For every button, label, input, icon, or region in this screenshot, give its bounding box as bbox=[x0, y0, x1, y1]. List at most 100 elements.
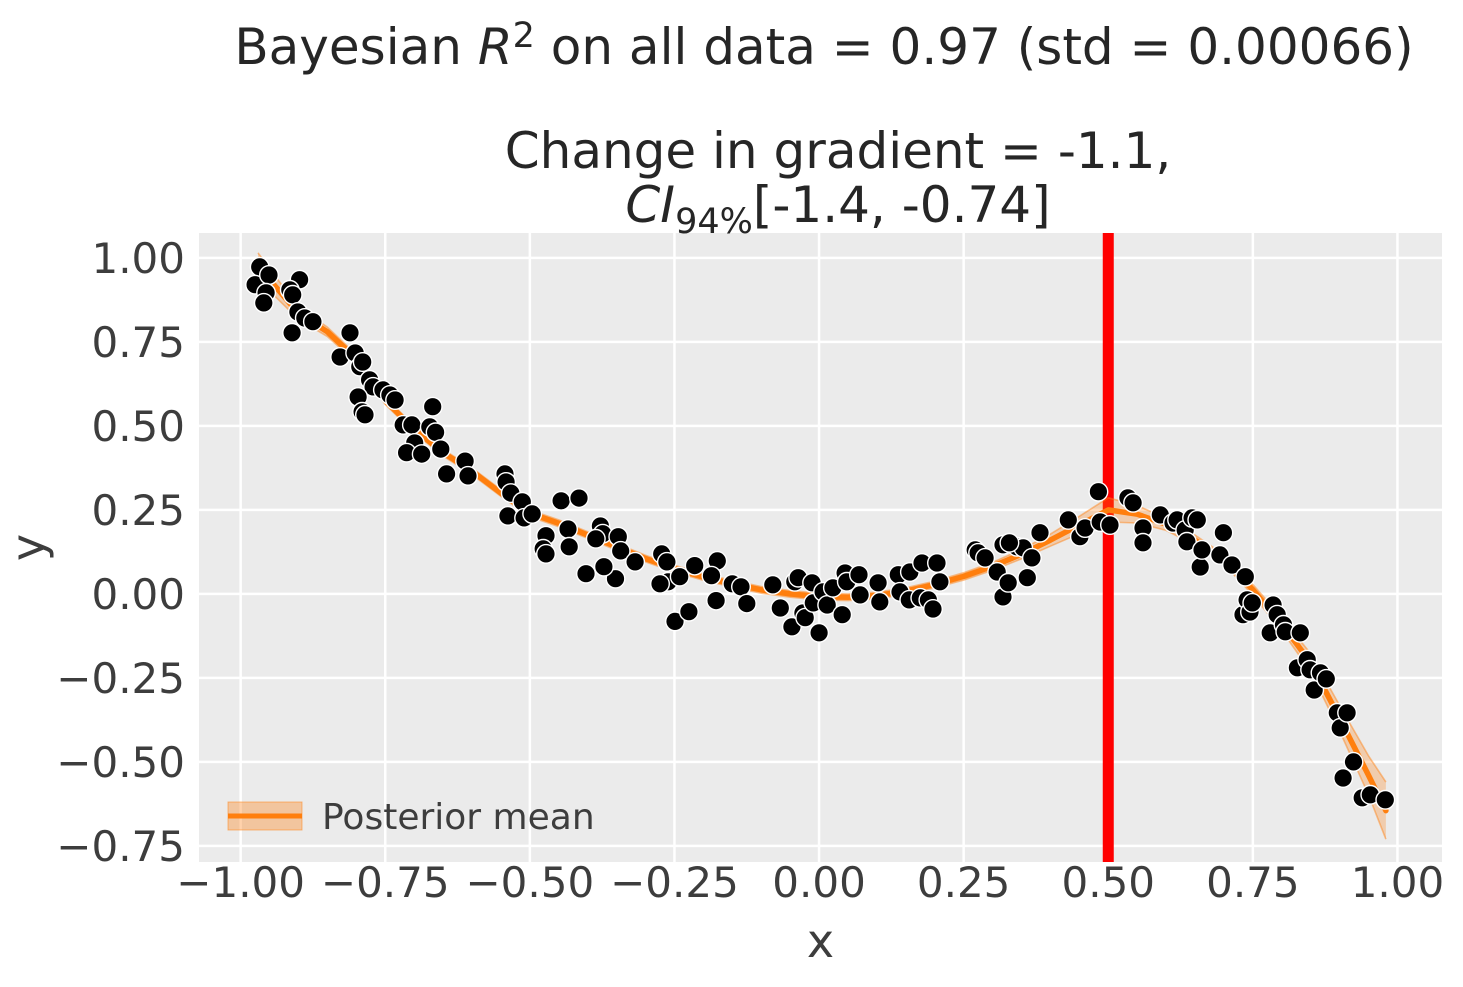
legend: Posterior mean bbox=[227, 797, 595, 838]
y-tick-label: 0.00 bbox=[91, 570, 185, 619]
scatter-point bbox=[340, 322, 361, 343]
scatter-point bbox=[869, 591, 890, 612]
scatter-point bbox=[669, 566, 690, 587]
scatter-point bbox=[1099, 515, 1120, 536]
scatter-point bbox=[625, 551, 646, 572]
scatter-point bbox=[1088, 481, 1109, 502]
scatter-point bbox=[706, 590, 727, 611]
scatter-point bbox=[650, 573, 671, 594]
y-tick-label: −0.25 bbox=[56, 654, 185, 703]
scatter-point bbox=[809, 622, 830, 643]
x-tick-label: 0.00 bbox=[772, 858, 866, 907]
scatter-point bbox=[576, 563, 597, 584]
scatter-point bbox=[731, 576, 752, 597]
scatter-point bbox=[999, 532, 1020, 553]
scatter-point bbox=[401, 414, 422, 435]
scatter-point bbox=[1343, 751, 1364, 772]
scatter-point bbox=[425, 422, 446, 443]
scatter-point bbox=[1316, 668, 1337, 689]
x-tick-label: −0.50 bbox=[465, 858, 594, 907]
scatter-point bbox=[593, 556, 614, 577]
scatter-point bbox=[585, 528, 606, 549]
scatter-point bbox=[1132, 532, 1153, 553]
plot-background bbox=[199, 233, 1442, 862]
legend-label: Posterior mean bbox=[322, 797, 595, 838]
scatter-point bbox=[458, 465, 479, 486]
scatter-point bbox=[536, 543, 557, 564]
scatter-point bbox=[929, 571, 950, 592]
scatter-point bbox=[850, 584, 871, 605]
scatter-point bbox=[436, 463, 457, 484]
scatter-point bbox=[1333, 768, 1354, 789]
scatter-point bbox=[1123, 492, 1144, 513]
scatter-point bbox=[832, 604, 853, 625]
scatter-point bbox=[1242, 592, 1263, 613]
x-tick-label: 0.25 bbox=[917, 858, 1011, 907]
scatter-point bbox=[770, 598, 791, 619]
scatter-point bbox=[656, 551, 677, 572]
chart-subtitle-line1: Change in gradient = -1.1, bbox=[505, 122, 1172, 180]
scatter-point bbox=[282, 322, 303, 343]
scatter-point bbox=[975, 547, 996, 568]
x-tick-label: 0.75 bbox=[1206, 858, 1300, 907]
scatter-point bbox=[551, 490, 572, 511]
scatter-point bbox=[610, 540, 631, 561]
scatter-point bbox=[282, 284, 303, 305]
x-tick-label: −0.75 bbox=[321, 858, 450, 907]
scatter-point bbox=[665, 611, 686, 632]
scatter-point bbox=[1290, 622, 1311, 643]
x-tick-label: −1.00 bbox=[176, 858, 305, 907]
scatter-point bbox=[849, 564, 870, 585]
scatter-point bbox=[559, 536, 580, 557]
scatter-point bbox=[1375, 789, 1396, 810]
scatter-point bbox=[522, 503, 543, 524]
y-tick-label: −0.75 bbox=[56, 822, 185, 871]
scatter-point bbox=[678, 601, 699, 622]
scatter-points bbox=[245, 256, 1396, 810]
x-tick-label: −0.25 bbox=[610, 858, 739, 907]
scatter-point bbox=[352, 352, 373, 373]
y-tick-label: 0.75 bbox=[91, 318, 185, 367]
scatter-point bbox=[1190, 557, 1211, 578]
scatter-point bbox=[923, 599, 944, 620]
y-axis-label: y bbox=[1, 534, 55, 561]
y-tick-label: −0.50 bbox=[56, 738, 185, 787]
chart-subtitle-line2: CI94%​[-1.4, -0.74] bbox=[625, 176, 1050, 242]
scatter-point bbox=[1021, 547, 1042, 568]
scatter-point bbox=[684, 555, 705, 576]
scatter-point bbox=[998, 572, 1019, 593]
y-tick-label: 0.50 bbox=[91, 402, 185, 451]
scatter-point bbox=[927, 553, 948, 574]
x-tick-label: 0.50 bbox=[1062, 858, 1156, 907]
scatter-point bbox=[868, 572, 889, 593]
scatter-point bbox=[1187, 509, 1208, 530]
scatter-point bbox=[605, 568, 626, 589]
y-tick-label: 1.00 bbox=[91, 234, 185, 283]
scatter-point bbox=[1221, 555, 1242, 576]
scatter-point bbox=[422, 396, 443, 417]
x-axis-label: x bbox=[807, 914, 834, 968]
scatter-point bbox=[569, 488, 590, 509]
scatter-point bbox=[1058, 509, 1079, 530]
scatter-point bbox=[762, 574, 783, 595]
scatter-point bbox=[558, 519, 579, 540]
scatter-point bbox=[736, 593, 757, 614]
scatter-point bbox=[253, 292, 274, 313]
scatter-point bbox=[701, 565, 722, 586]
scatter-point bbox=[430, 439, 451, 460]
scatter-point bbox=[302, 311, 323, 332]
scatter-point bbox=[385, 390, 406, 411]
scatter-point bbox=[1213, 522, 1234, 543]
chart-title: Bayesian R2​ on all data = 0.97 (std = 0… bbox=[234, 16, 1413, 76]
scatter-point bbox=[411, 444, 432, 465]
y-tick-label: 0.25 bbox=[91, 486, 185, 535]
scatter-point bbox=[1029, 522, 1050, 543]
x-tick-label: 1.00 bbox=[1351, 858, 1445, 907]
scatter-point bbox=[1337, 702, 1358, 723]
scatter-point bbox=[259, 265, 280, 286]
scatter-point bbox=[1191, 539, 1212, 560]
scatter-point bbox=[1235, 566, 1256, 587]
axis-ticks: −1.00 −0.75 −0.50 −0.25 0.00 0.25 0.50 0.75 1.00… bbox=[56, 234, 1444, 907]
